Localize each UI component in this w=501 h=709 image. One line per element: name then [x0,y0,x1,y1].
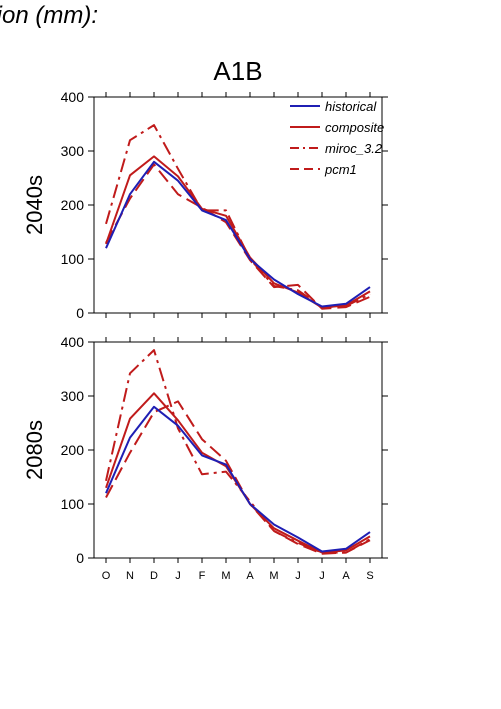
series-line-pcm1 [105,400,371,555]
panel-label: 2040s [22,175,47,235]
x-tick-label: J [319,570,325,582]
legend-label: miroc_3.2 [325,141,383,156]
series-line-miroc-3-2 [105,349,371,554]
x-tick-label: M [221,570,230,582]
y-tick-label: 400 [61,334,85,350]
y-tick-label: 0 [76,550,84,566]
y-tick-label: 100 [61,496,85,512]
x-tick-label: A [246,570,254,582]
legend-label: pcm1 [324,162,357,177]
x-tick-label: M [269,570,278,582]
x-tick-label: J [295,570,301,582]
y-tick-label: 300 [61,143,85,159]
scenario-title: A1B [213,56,262,86]
x-tick-label: S [366,570,373,582]
legend-label: historical [325,99,377,114]
panel-2040s: 0 100 200 300 400 2040s historical composite mir… [22,89,388,321]
series-line-historical [105,160,371,308]
x-tick-label: A [342,570,350,582]
y-tick-label: 300 [61,388,85,404]
plot-frame [93,341,383,559]
series-line-historical [105,405,371,553]
x-tick-label: F [199,570,206,582]
panel-label: 2080s [22,420,47,480]
y-tick-label: 100 [61,251,85,267]
legend: historical composite miroc_3.2 pcm1 [290,99,384,177]
y-tick-label: 400 [61,89,85,105]
series-line-composite [105,155,371,309]
figure-title: tion (mm): [0,2,98,29]
x-tick-label: J [175,570,181,582]
x-tick-label: O [102,570,111,582]
y-tick-label: 200 [61,442,85,458]
legend-label: composite [325,120,384,135]
y-tick-label: 0 [76,305,84,321]
x-tick-label: N [126,570,134,582]
x-tick-label: D [150,570,158,582]
panel-2080s: 0 100 200 300 400 O N D J F M A M J J A S 2080s [22,334,388,582]
y-tick-label: 200 [61,197,85,213]
